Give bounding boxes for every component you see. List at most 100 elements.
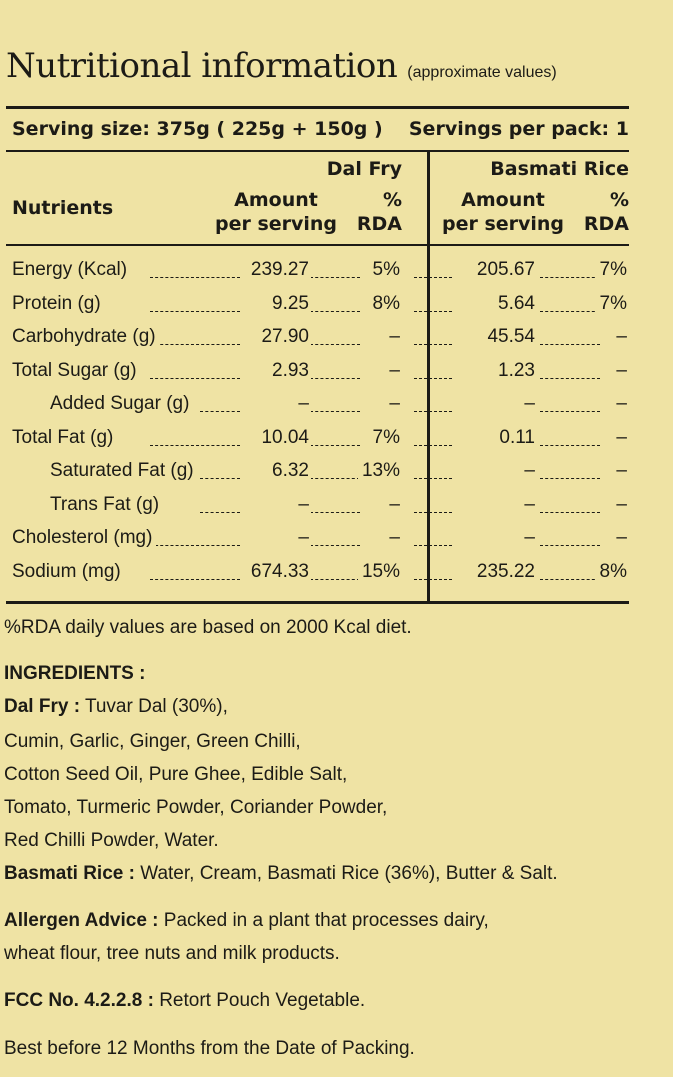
rice-amount: –	[520, 527, 537, 549]
rice-rda: –	[612, 426, 629, 449]
rice-rda: –	[612, 460, 629, 482]
dal-amount: 9.25	[268, 292, 311, 315]
dal-rda: 5%	[368, 259, 402, 281]
leader-dots	[414, 444, 452, 446]
dal-amount: 27.90	[257, 326, 311, 348]
dal-amount: 6.32	[268, 460, 311, 482]
leader-dots	[540, 377, 600, 379]
fcc-text: Retort Pouch Vegetable.	[159, 990, 366, 1011]
leader-dots	[200, 478, 240, 479]
leader-dots	[310, 444, 360, 446]
table-row: Added Sugar (g) – – – –	[0, 389, 673, 423]
table-row: Total Fat (g) 10.04 7% 0.11 –	[0, 423, 673, 457]
dal-rda-header: % RDA	[357, 188, 402, 236]
rice-rda: 7%	[595, 292, 629, 315]
rice-rda: –	[612, 493, 629, 516]
nutrient-label: Added Sugar (g)	[50, 393, 194, 415]
dal-amount: –	[294, 527, 311, 549]
header-rule	[6, 150, 629, 152]
nutrient-label: Total Sugar (g)	[12, 359, 141, 382]
dal-fry-header: Dal Fry	[326, 158, 402, 180]
rda-note: %RDA daily values are based on 2000 Kcal…	[4, 617, 412, 638]
table-row: Protein (g) 9.25 8% 5.64 7%	[0, 289, 673, 323]
leader-dots	[540, 578, 600, 580]
rice-amount: 1.23	[494, 359, 537, 382]
leader-dots	[414, 411, 452, 412]
basmati-rice-ingredients: Basmati Rice : Water, Cream, Basmati Ric…	[4, 858, 558, 890]
column-header-rule	[6, 244, 629, 246]
amount-label: Amount	[461, 189, 545, 211]
rice-rda-header: % RDA	[584, 188, 629, 236]
rda-label: RDA	[583, 213, 629, 235]
leader-dots	[150, 444, 240, 446]
rice-amount: 0.11	[495, 426, 537, 449]
table-row: Cholesterol (mg) – – – –	[0, 523, 673, 557]
nutrient-label: Total Fat (g)	[12, 426, 118, 449]
leader-dots	[200, 511, 240, 513]
allergen-advice: Allergen Advice : Packed in a plant that…	[4, 905, 489, 937]
leader-dots	[540, 478, 600, 479]
rice-rda: –	[612, 527, 629, 549]
dal-amount: –	[294, 493, 311, 516]
basmati-rice-header: Basmati Rice	[490, 158, 629, 180]
ingredient-line: Tuvar Dal (30%),	[84, 696, 228, 717]
serving-size: Serving size: 375g ( 225g + 150g )	[12, 118, 383, 140]
ingredient-line: Red Chilli Powder, Water.	[4, 830, 219, 851]
allergen-text: Packed in a plant that processes dairy,	[163, 910, 489, 931]
leader-dots	[414, 377, 452, 379]
rice-amount: 5.64	[494, 292, 537, 315]
rice-amount: 235.22	[472, 560, 537, 583]
leader-dots	[310, 310, 360, 312]
per-serving-label: per serving	[214, 213, 338, 235]
allergen-label: Allergen Advice :	[4, 910, 159, 931]
rice-amount-header: Amount per serving	[441, 188, 565, 236]
leader-dots	[414, 511, 452, 513]
ingredient-line: Cumin, Garlic, Ginger, Green Chilli,	[4, 731, 301, 752]
leader-dots	[310, 511, 360, 513]
dal-amount: –	[294, 393, 311, 415]
dal-rda: –	[385, 359, 402, 382]
nutrient-label: Energy (Kcal)	[12, 259, 132, 281]
leader-dots	[310, 377, 360, 379]
nutrient-label: Cholesterol (mg)	[12, 527, 157, 549]
leader-dots	[540, 310, 600, 312]
title-note: (approximate values)	[407, 64, 557, 81]
rice-amount: 45.54	[483, 326, 537, 348]
amount-label: Amount	[234, 189, 318, 211]
leader-dots	[200, 411, 240, 412]
table-row: Sodium (mg) 674.33 15% 235.22 8%	[0, 557, 673, 591]
leader-dots	[310, 411, 360, 412]
dal-amount: 674.33	[246, 560, 311, 583]
dal-rda: 13%	[357, 460, 402, 482]
rice-amount: 205.67	[472, 259, 537, 281]
dal-amount-header: Amount per serving	[214, 188, 338, 236]
leader-dots	[150, 344, 240, 345]
rice-amount: –	[520, 493, 537, 516]
leader-dots	[414, 478, 452, 479]
dal-rda: 7%	[368, 426, 402, 449]
pct-label: %	[609, 189, 629, 211]
leader-dots	[540, 444, 600, 446]
table-row: Trans Fat (g) – – – –	[0, 490, 673, 524]
table-row: Energy (Kcal) 239.27 5% 205.67 7%	[0, 255, 673, 289]
leader-dots	[310, 578, 360, 580]
ingredient-line: Water, Cream, Basmati Rice (36%), Butter…	[140, 863, 558, 884]
nutrients-header: Nutrients	[12, 197, 114, 219]
leader-dots	[540, 545, 600, 546]
rice-rda: –	[612, 359, 629, 382]
dal-rda: 8%	[368, 292, 402, 315]
leader-dots	[414, 277, 452, 278]
leader-dots	[150, 377, 240, 379]
leader-dots	[414, 310, 452, 312]
ingredients-heading: INGREDIENTS :	[4, 663, 146, 684]
rice-rda: –	[612, 326, 629, 348]
rice-rda: –	[612, 393, 629, 415]
nutrient-label: Sodium (mg)	[12, 560, 125, 583]
leader-dots	[540, 411, 600, 412]
leader-dots	[150, 310, 240, 312]
leader-dots	[414, 545, 452, 546]
table-row: Saturated Fat (g) 6.32 13% – –	[0, 456, 673, 490]
leader-dots	[150, 277, 240, 278]
dal-rda: –	[385, 527, 402, 549]
nutrient-label: Protein (g)	[12, 292, 105, 315]
